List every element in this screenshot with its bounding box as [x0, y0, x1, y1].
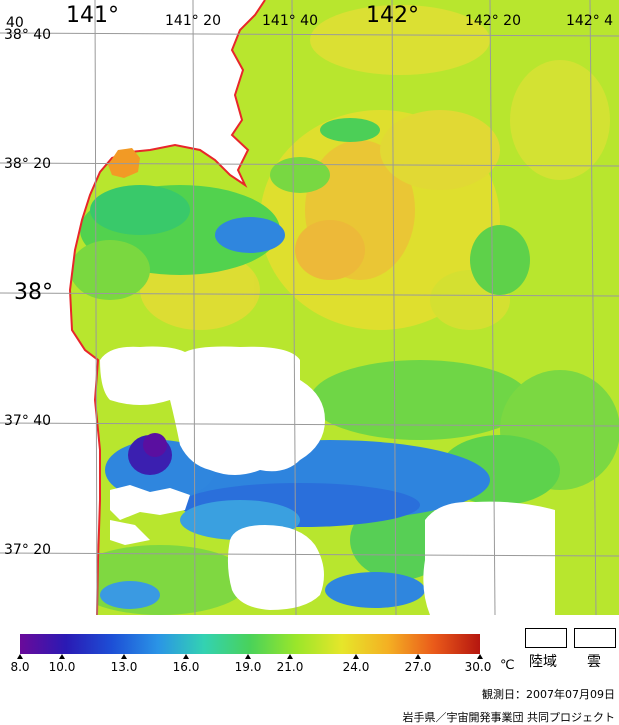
tick-mark [245, 654, 251, 659]
tick-label: 19.0 [234, 660, 262, 674]
lon-label-142-20: 142° 20 [465, 13, 521, 29]
tick-label: 24.0 [342, 660, 370, 674]
tick-mark [287, 654, 293, 659]
tick-mark [477, 654, 483, 659]
cloud-key-swatch [574, 628, 616, 648]
lon-label-141: 141° [66, 3, 119, 28]
coastline [68, 0, 266, 615]
credit-line: 岩手県／宇宙開発事業団 共同プロジェクト [402, 711, 616, 724]
cloud-masks [100, 346, 555, 615]
lat-label-37-40: 37° 40 [4, 413, 52, 429]
lon-label-141-40: 141° 40 [262, 13, 318, 29]
tick-mark [415, 654, 421, 659]
lon-label-141-20: 141° 20 [165, 13, 221, 29]
lon-label-142: 142° [366, 3, 419, 28]
lat-label-38-40: 38° 40 [4, 27, 52, 43]
observation-date: 観測日：2007年07月09日 [482, 688, 615, 701]
tick-label: 27.0 [404, 660, 432, 674]
tick-label: 13.0 [110, 660, 138, 674]
tick-label: 16.0 [172, 660, 200, 674]
bay-warm-patch [108, 148, 140, 178]
tick-mark [17, 654, 23, 659]
cloud-key-label: 雲 [587, 654, 601, 670]
tick-label: 21.0 [276, 660, 304, 674]
land-key-label: 陸域 [529, 654, 557, 670]
lat-label-38: 38° [14, 280, 53, 305]
cool-green-zones [70, 118, 619, 615]
tick-label: 10.0 [48, 660, 76, 674]
tick-mark [59, 654, 65, 659]
lon-label-142-40: 142° 4 [566, 13, 614, 29]
temperature-colorbar [20, 634, 480, 654]
lon-label-cut: 40 [6, 15, 24, 31]
tick-label: 8.0 [10, 660, 30, 674]
unit-label: ℃ [500, 658, 515, 673]
lat-label-37-20: 37° 20 [4, 542, 52, 558]
land-area [0, 0, 265, 615]
tick-label: 30.0 [464, 660, 492, 674]
sea-surface-temperature-map [0, 0, 619, 615]
tick-mark [183, 654, 189, 659]
tick-mark [121, 654, 127, 659]
lat-label-38-20: 38° 20 [4, 156, 52, 172]
tick-mark [353, 654, 359, 659]
land-key-swatch [525, 628, 567, 648]
graticule [0, 0, 619, 615]
